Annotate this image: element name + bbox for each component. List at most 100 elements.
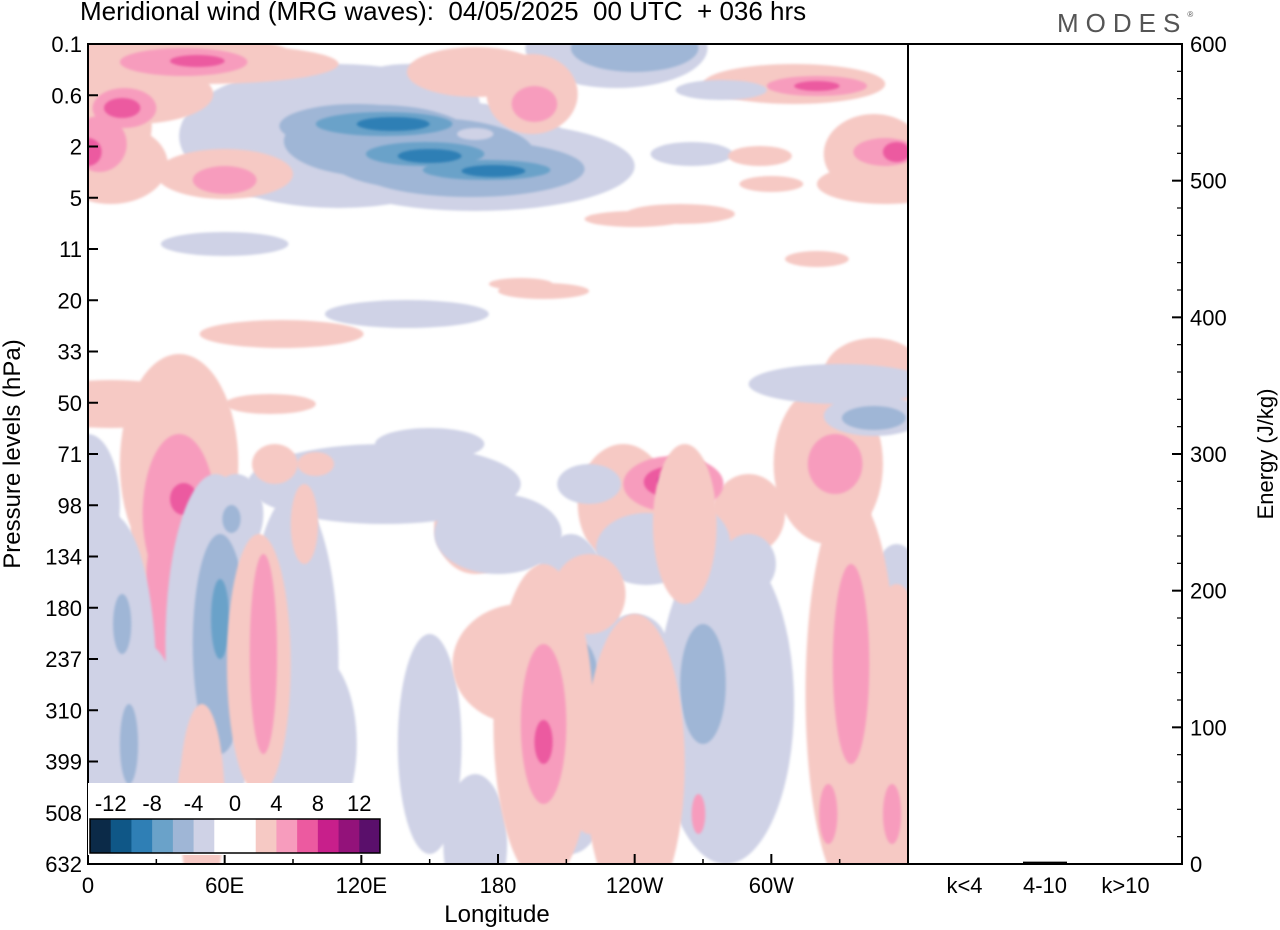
contour-blob-7-3	[675, 80, 767, 100]
contour-blob-21-2	[832, 564, 870, 764]
colorbar-swatch-1	[110, 819, 132, 853]
colorbar-swatch-2	[131, 819, 153, 853]
contour-blob-17-12	[721, 534, 776, 594]
contour-blob-5-3	[192, 166, 257, 194]
colorbar-swatch-6	[214, 819, 236, 853]
pressure-axis: 0.1 0.6 2 5 11 20 33 50 71 98 134 180 237 310 399 508 63…	[45, 32, 98, 877]
colorbar-swatch-3	[152, 819, 174, 853]
colorbar-label-5: 8	[312, 791, 324, 816]
colorbar-label-0: -12	[95, 791, 127, 816]
contour-blob-20-4	[552, 554, 626, 634]
colorbar-label-6: 12	[347, 791, 371, 816]
colorbar-swatch-12	[338, 819, 360, 853]
contour-blob-20-8	[860, 584, 908, 864]
contour-blob-17-7	[443, 774, 508, 864]
contour-blob-10-3	[375, 428, 485, 460]
y-tick-label-0: 0.1	[51, 32, 82, 57]
x-tick-label-5: 60W	[749, 873, 794, 898]
colorbar-swatch-13	[359, 819, 381, 853]
contour-blob-21-0	[249, 554, 278, 754]
energy-bar-2	[1103, 863, 1148, 865]
colorbar: -12 -8 -4 0 4 8 12	[88, 783, 382, 855]
x-tick-label-3: 180	[480, 873, 517, 898]
energy-tick-label-4: 400	[1190, 305, 1227, 330]
contour-blob-20-1	[290, 484, 319, 564]
y-tick-label-12: 237	[45, 647, 82, 672]
contour-blob-6-3	[794, 81, 840, 91]
y-tick-label-16: 632	[45, 852, 82, 877]
contour-blob-12-2	[807, 434, 863, 494]
energy-bar-0	[942, 863, 987, 865]
contour-group-pos-1	[199, 146, 849, 414]
contour-blob-8-6	[728, 146, 792, 166]
logo-text: MODES	[1057, 8, 1188, 38]
contour-blob-10-5	[557, 464, 621, 504]
contour-blob-6-1	[103, 98, 141, 118]
x-tick-label-4: 120W	[606, 873, 664, 898]
contour-blob-20-9	[252, 444, 298, 484]
contour-blob-21-3	[819, 784, 838, 844]
contour-blob-3-0	[356, 117, 430, 131]
contour-blob-21-4	[882, 784, 902, 844]
contour-blob-4-10	[816, 164, 908, 204]
contour-group-neg-4	[356, 117, 526, 177]
energy-tick-label-5: 500	[1190, 169, 1227, 194]
y-tick-label-2: 2	[70, 135, 82, 160]
colorbar-swatch-0	[90, 819, 112, 853]
contour-blob-3-1	[397, 149, 462, 163]
colorbar-swatch-4	[172, 819, 195, 853]
colorbar-swatch-8	[255, 819, 277, 853]
contour-blob-21-5	[691, 794, 706, 834]
energy-tick-label-0: 0	[1190, 852, 1202, 877]
energy-axis-title: Energy (J/kg)	[1253, 389, 1278, 520]
contour-group-neg-1	[160, 80, 767, 328]
colorbar-label-1: -8	[142, 791, 162, 816]
contour-blob-10-6	[748, 364, 908, 404]
y-tick-label-3: 5	[70, 186, 82, 211]
energy-bars: k<4 4-10 k>10	[942, 861, 1150, 898]
contour-blob-7-4	[650, 142, 733, 166]
colorbar-swatch-9	[276, 819, 298, 853]
energy-plot-frame	[907, 43, 1183, 865]
contour-blob-22-0	[534, 720, 553, 764]
energy-tick-label-6: 600	[1190, 32, 1227, 57]
colorbar-swatch-7	[235, 819, 257, 853]
energy-bar-1	[1023, 861, 1067, 864]
colorbar-frame	[89, 818, 381, 854]
contour-blob-20-10	[297, 452, 334, 476]
y-tick-label-9: 98	[58, 493, 82, 518]
contour-blob-10-2	[434, 494, 562, 574]
energy-axis: 0 100 200 300 400 500 600	[1172, 32, 1227, 877]
y-tick-label-8: 71	[58, 442, 82, 467]
energy-category-label-1: 4-10	[1023, 873, 1067, 898]
y-tick-label-15: 508	[45, 801, 82, 826]
y-tick-label-6: 33	[58, 340, 82, 365]
contour-blob-9-6	[712, 474, 785, 554]
energy-tick-label-3: 300	[1190, 442, 1227, 467]
contour-blob-20-5	[584, 614, 685, 864]
chart-title: Meridional wind (MRG waves): 04/05/2025 …	[80, 0, 807, 26]
contour-blob-18-4	[113, 594, 132, 654]
contour-blob-8-7	[785, 251, 849, 267]
y-tick-label-5: 20	[58, 288, 82, 313]
contour-blob-18-1	[222, 505, 241, 533]
longitude-axis: 0 60E 120E 180 120W 60W	[82, 854, 841, 898]
x-axis-title: Longitude	[444, 901, 549, 928]
contour-blob-20-6	[652, 444, 717, 604]
contour-blob-6-2	[170, 55, 225, 67]
colorbar-label-3: 0	[229, 791, 241, 816]
wind-field	[88, 44, 908, 864]
colorbar-swatch-5	[193, 819, 215, 853]
contour-blob-6-0	[88, 138, 102, 166]
y-tick-label-11: 180	[45, 596, 82, 621]
colorbar-swatch-10	[297, 819, 319, 853]
contour-blob-8-5	[224, 394, 316, 414]
energy-category-label-0: k<4	[946, 873, 982, 898]
energy-category-label-2: k>10	[1101, 873, 1149, 898]
y-axis-title: Pressure levels (hPa)	[0, 339, 26, 568]
energy-tick-label-1: 100	[1190, 715, 1227, 740]
y-tick-label-10: 134	[45, 545, 82, 570]
colorbar-swatch-11	[317, 819, 340, 853]
contour-blob-5-4	[511, 86, 558, 122]
